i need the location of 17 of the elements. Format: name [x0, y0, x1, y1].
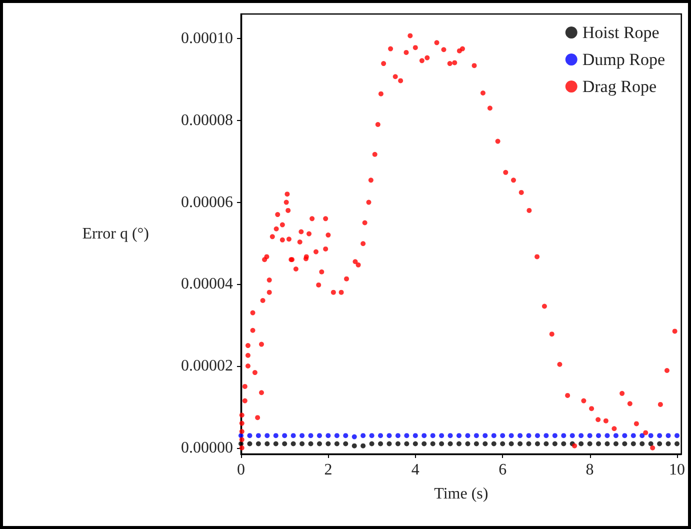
y-tick-label: 0.00008 [181, 112, 233, 129]
y-tick-label: 0.00010 [181, 30, 233, 48]
legend-label: Hoist Rope [582, 23, 660, 42]
x-tick-label: 2 [324, 462, 332, 478]
y-tick-label: 0.00004 [181, 276, 233, 293]
x-axis-title: Time (s) [434, 486, 488, 502]
x-tick-label: 4 [411, 462, 420, 478]
x-tick-label: 6 [498, 462, 507, 478]
x-tick-label: 8 [586, 462, 594, 478]
y-tick-label: 0.00006 [181, 194, 233, 211]
legend-label: Drag Rope [582, 77, 656, 96]
y-tick-label: 0.00002 [181, 358, 233, 374]
x-tick-label: 10 [669, 462, 685, 478]
y-tick-label: 0.00000 [181, 439, 233, 456]
legend-label: Dump Rope [582, 50, 666, 69]
x-tick-label: 0 [237, 462, 245, 478]
y-axis-title: Error q (°) [82, 226, 149, 242]
